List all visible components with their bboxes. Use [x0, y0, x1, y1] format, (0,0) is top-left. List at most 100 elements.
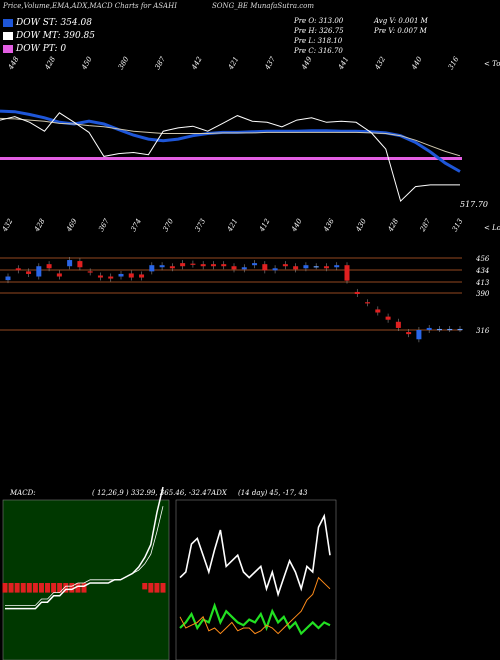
- candle-body: [5, 276, 11, 281]
- candle-body: [303, 265, 309, 269]
- candle-body: [169, 266, 175, 269]
- level-label: 456: [475, 255, 490, 263]
- candle-body: [200, 264, 206, 267]
- macd-hist-bar: [160, 583, 166, 593]
- legend-dow-st: DOW ST: 354.08: [3, 18, 92, 28]
- candle-body: [231, 266, 237, 270]
- series-line-dow-st: [0, 109, 461, 173]
- bottom-price-label: 440: [290, 217, 304, 234]
- stat-pre-open: Pre O: 313.00: [294, 17, 344, 25]
- macd-params: ( 12,26,9 ) 332.99, 365.46, -32.47ADX: [92, 489, 228, 497]
- candle-body: [252, 263, 258, 266]
- candle-body: [210, 264, 216, 267]
- candle-body: [241, 267, 247, 270]
- macd-panel-bg: [2, 499, 170, 660]
- candle-body: [323, 266, 329, 269]
- candle-body: [15, 268, 21, 271]
- candle-body: [375, 309, 381, 313]
- candle-body: [67, 260, 73, 267]
- top-price-label: 432: [373, 55, 387, 72]
- candle-body: [97, 275, 103, 278]
- candle-body: [334, 265, 340, 268]
- top-price-label: 450: [80, 55, 94, 72]
- legend-swatch-mt: [3, 32, 13, 40]
- candle-body: [406, 332, 412, 335]
- legend-dow-pt: DOW PT: 0: [3, 44, 66, 54]
- macd-hist-bar: [148, 583, 154, 593]
- legend-label-st: DOW ST: 354.08: [16, 18, 92, 28]
- bottom-price-label: 436: [322, 217, 336, 234]
- top-right-label: < Top: [484, 60, 500, 68]
- level-label: 413: [475, 279, 490, 287]
- bottom-price-label: 430: [354, 217, 368, 234]
- bottom-price-label: 421: [225, 217, 239, 233]
- candle-body: [26, 271, 32, 274]
- macd-hist-bar: [45, 583, 51, 593]
- legend-label-pt: DOW PT: 0: [16, 44, 67, 54]
- macd-line-macd: [5, 486, 164, 610]
- candle-body: [426, 327, 432, 330]
- bottom-price-label: 370: [162, 217, 176, 233]
- stat-pre-close: Pre C: 316.70: [294, 47, 343, 55]
- macd-hist-bar: [2, 583, 8, 593]
- top-price-label: 437: [263, 55, 277, 72]
- top-price-label: 316: [447, 55, 461, 71]
- candle-body: [87, 271, 93, 273]
- macd-hist-bar: [32, 583, 38, 593]
- macd-hist-bar: [75, 583, 81, 593]
- top-price-label: 428: [43, 55, 57, 72]
- bottom-price-label: 432: [0, 217, 14, 234]
- candle-body: [149, 265, 155, 272]
- candle-body: [344, 265, 350, 281]
- bottom-price-label: 313: [451, 217, 465, 233]
- adx-params: (14 day) 45, -17, 43: [238, 489, 308, 497]
- legend-label-mt: DOW MT: 390.85: [16, 31, 95, 41]
- legend-swatch-st: [3, 19, 13, 27]
- adx-panel-bg: [175, 499, 337, 660]
- adx-line-diminus: [179, 576, 331, 635]
- top-price-label: 448: [6, 55, 20, 72]
- candle-body: [190, 263, 196, 265]
- candle-body: [436, 328, 442, 331]
- top-price-label: 442: [190, 55, 204, 72]
- macd-hist-bar: [51, 583, 57, 593]
- candle-body: [395, 321, 401, 328]
- legend-swatch-pt: [3, 45, 13, 53]
- level-label: 390: [476, 290, 490, 298]
- bottom-price-label: 469: [65, 217, 79, 234]
- series-line-price: [0, 112, 460, 203]
- top-price-label: 380: [117, 55, 131, 71]
- candle-body: [365, 302, 371, 304]
- candle-body: [416, 330, 422, 340]
- candle-body: [354, 291, 360, 294]
- bottom-right-label: < Lows: [484, 224, 500, 232]
- candle-body: [313, 266, 319, 268]
- stat-avg-volume: Avg V: 0.001 M: [374, 17, 428, 25]
- macd-hist-bar: [8, 583, 14, 593]
- top-price-label: 449: [300, 55, 314, 72]
- stat-pre-volume: Pre V: 0.007 M: [374, 27, 427, 35]
- macd-hist-bar: [81, 583, 87, 593]
- chart-title-left: Price,Volume,EMA,ADX,MACD Charts for ASA…: [3, 2, 177, 10]
- macd-hist-bar: [142, 583, 148, 590]
- adx-line-adx: [179, 513, 331, 598]
- bottom-price-label: 287: [418, 217, 432, 234]
- level-label: 434: [475, 267, 489, 275]
- top-price-label: 441: [336, 55, 350, 71]
- stat-pre-low: Pre L: 318.10: [294, 37, 343, 45]
- candle-body: [128, 273, 134, 278]
- macd-hist-bar: [57, 583, 63, 593]
- candle-body: [180, 263, 186, 267]
- bottom-price-label: 374: [129, 217, 143, 233]
- macd-hist-bar: [26, 583, 32, 593]
- macd-hist-bar: [20, 583, 26, 593]
- candle-body: [139, 274, 145, 278]
- dow-pt-line: [0, 157, 462, 160]
- candle-body: [36, 266, 42, 277]
- candle-body: [457, 328, 463, 331]
- candle-body: [385, 316, 391, 320]
- stat-pre-high: Pre H: 326.75: [294, 27, 344, 35]
- series-line-dow-mt: [0, 117, 461, 157]
- candle-body: [447, 328, 453, 331]
